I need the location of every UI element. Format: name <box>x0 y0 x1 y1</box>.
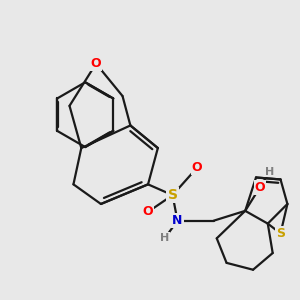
Text: O: O <box>192 161 203 174</box>
Text: O: O <box>91 57 101 70</box>
Text: H: H <box>160 233 169 243</box>
Text: S: S <box>276 227 285 240</box>
Text: O: O <box>255 181 265 194</box>
Text: N: N <box>172 214 183 227</box>
Text: S: S <box>168 188 178 202</box>
Text: O: O <box>143 205 153 218</box>
Text: H: H <box>265 167 274 177</box>
